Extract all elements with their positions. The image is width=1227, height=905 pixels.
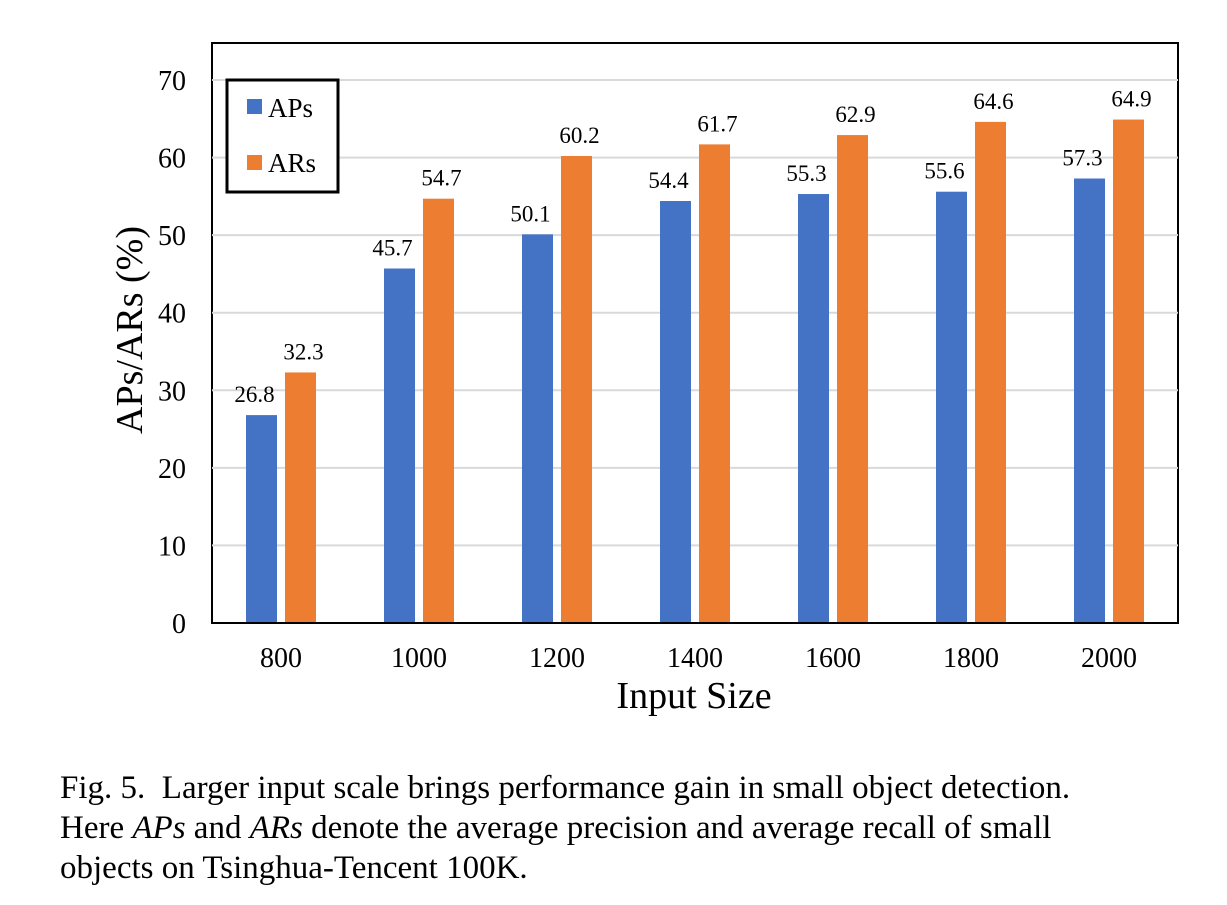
- x-tick-label: 800: [260, 643, 302, 674]
- x-tick-label: 1000: [391, 643, 447, 674]
- bar-ars-1800: [975, 121, 1006, 623]
- x-tick-label: 1400: [667, 643, 723, 674]
- bar-ars-1200: [561, 156, 592, 623]
- plot-frame: [211, 42, 1179, 624]
- caption-line-1-text: Larger input scale brings performance ga…: [161, 770, 1071, 806]
- x-tick-label: 1200: [529, 643, 585, 674]
- data-label: 54.7: [421, 166, 461, 191]
- x-tick-labels: 800 1000 1200 1400 1600 1800 2000: [260, 643, 1137, 674]
- data-label: 57.3: [1062, 146, 1102, 171]
- x-tick-label: 1600: [805, 643, 861, 674]
- caption-line-3: objects on Tsinghua-Tencent 100K.: [60, 850, 528, 886]
- y-tick-label: 60: [158, 144, 186, 175]
- bar-aps-1800: [936, 191, 967, 623]
- y-tick-label: 70: [158, 66, 186, 97]
- y-axis-label: APs/ARs (%): [109, 226, 151, 434]
- y-tick-labels: 0 10 20 30 40 50 60 70: [158, 66, 186, 640]
- data-label: 61.7: [697, 111, 737, 136]
- figure-caption: Fig. 5. Larger input scale brings perfor…: [60, 768, 1220, 888]
- data-label: 55.6: [924, 159, 964, 184]
- bar-aps-1000: [384, 268, 415, 623]
- data-label: 26.8: [234, 382, 274, 407]
- data-label: 64.6: [973, 89, 1013, 114]
- gridlines: [212, 79, 1178, 547]
- bar-aps-1400: [660, 201, 691, 624]
- data-label: 64.9: [1111, 87, 1151, 112]
- bar-ars-1000: [423, 198, 454, 624]
- y-tick-label: 50: [158, 221, 186, 252]
- bar-ars-1400: [699, 144, 730, 624]
- bar-aps-800: [246, 415, 277, 623]
- x-axis-label: Input Size: [616, 675, 771, 717]
- caption-line-1: Fig. 5. Larger input scale brings perfor…: [60, 768, 1220, 808]
- bar-aps-1200: [522, 234, 553, 624]
- data-label: 54.4: [648, 168, 689, 193]
- caption-line-2-c: denote the average precision and average…: [302, 810, 1052, 846]
- caption-ars: ARs: [249, 810, 303, 846]
- legend-box: [225, 78, 340, 194]
- legend: APs ARs: [225, 78, 340, 194]
- data-label: 32.3: [283, 339, 323, 364]
- data-label: 45.7: [372, 235, 412, 260]
- legend-label-ars: ARs: [268, 148, 316, 178]
- y-tick-label: 30: [158, 376, 186, 407]
- bar-aps-2000: [1074, 178, 1105, 623]
- caption-line-2: Here APs and ARs denote the average prec…: [60, 808, 1220, 848]
- caption-line-2-b: and: [185, 810, 250, 846]
- caption-aps: APs: [132, 810, 186, 846]
- y-tick-label: 40: [158, 299, 186, 330]
- caption-line-2-a: Here: [60, 810, 133, 846]
- y-tick-label: 0: [172, 609, 186, 640]
- bar-aps-1600: [798, 194, 829, 623]
- bar-ars-1600: [837, 135, 868, 623]
- bar-ars-2000: [1113, 119, 1144, 623]
- data-label: 62.9: [835, 102, 875, 127]
- x-tick-label: 2000: [1081, 643, 1137, 674]
- legend-swatch-ars: [247, 155, 262, 170]
- legend-label-aps: APs: [268, 93, 313, 123]
- caption-prefix: Fig. 5.: [60, 770, 146, 806]
- bar-ars-800: [285, 372, 316, 623]
- legend-swatch-aps: [247, 99, 262, 114]
- data-label: 50.1: [510, 201, 550, 226]
- y-tick-label: 20: [158, 454, 186, 485]
- data-label: 55.3: [786, 161, 826, 186]
- bars: 26.8 32.3 45.7 54.7 50.1 60.2 54.4 61.7 55.3 62.9…: [234, 87, 1152, 624]
- bar-chart: 0 10 20 30 40 50 60 70 26.8 32.3 45.7 54.7 50.1 60.2…: [109, 42, 1179, 717]
- x-tick-label: 1800: [943, 643, 999, 674]
- y-tick-label: 10: [158, 531, 186, 562]
- data-label: 60.2: [559, 123, 599, 148]
